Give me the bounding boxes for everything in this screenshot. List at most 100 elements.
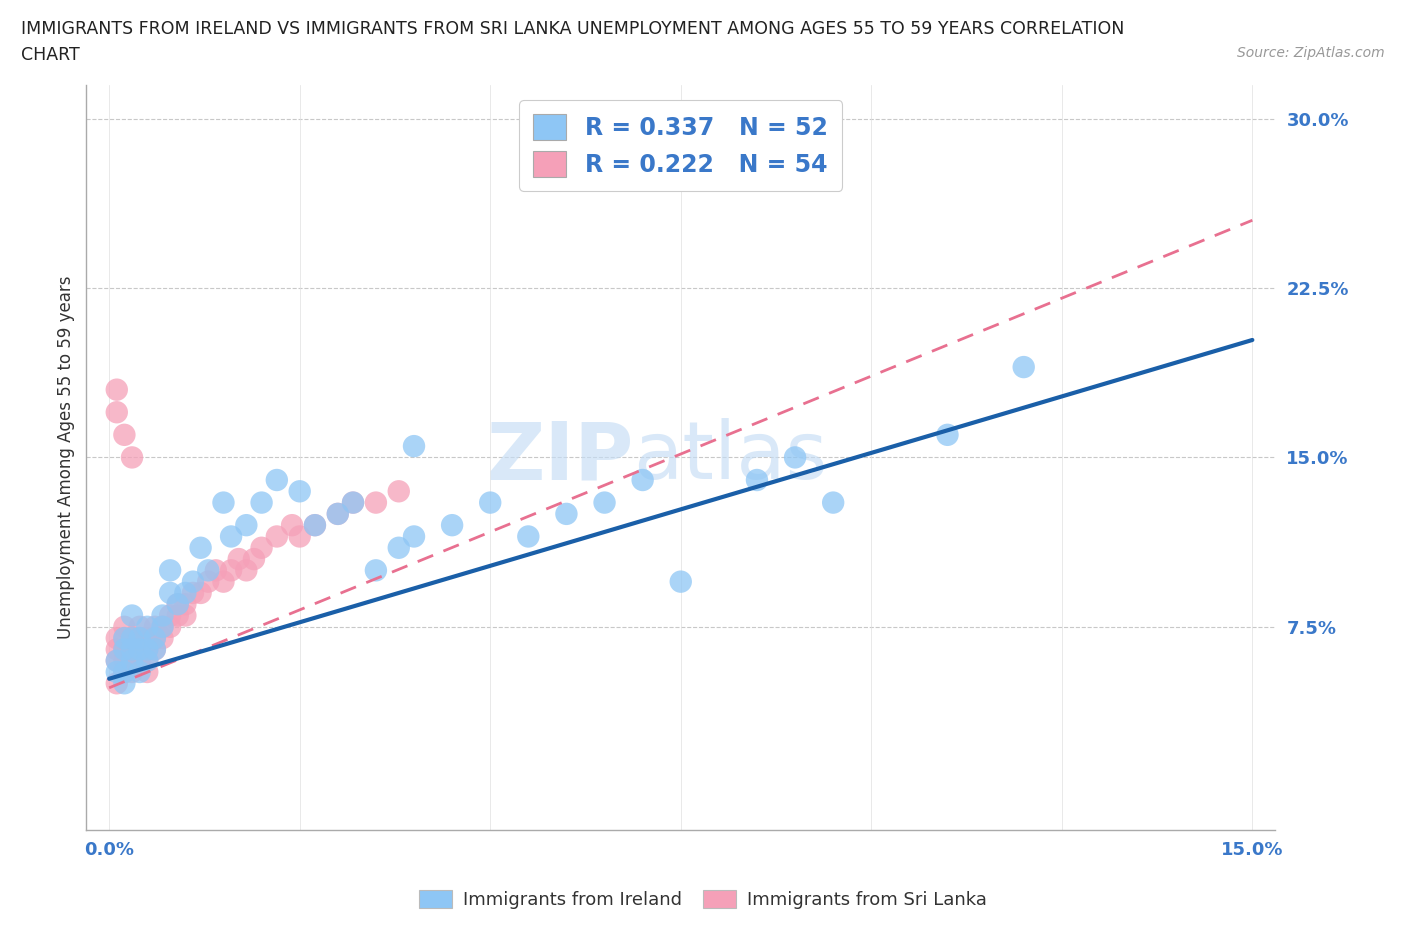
Point — [143, 631, 166, 645]
Point — [235, 563, 257, 578]
Point — [112, 665, 135, 680]
Point — [166, 597, 188, 612]
Point — [105, 382, 128, 397]
Point — [190, 586, 212, 601]
Point — [112, 619, 135, 634]
Point — [112, 631, 135, 645]
Point — [228, 551, 250, 566]
Point — [326, 507, 349, 522]
Point — [105, 405, 128, 419]
Point — [121, 450, 143, 465]
Point — [143, 642, 166, 657]
Point — [250, 495, 273, 510]
Point — [121, 631, 143, 645]
Point — [288, 529, 311, 544]
Point — [152, 631, 174, 645]
Point — [128, 653, 150, 668]
Point — [143, 619, 166, 634]
Point — [181, 574, 204, 589]
Point — [936, 428, 959, 443]
Point — [121, 642, 143, 657]
Point — [152, 608, 174, 623]
Point — [105, 665, 128, 680]
Text: atlas: atlas — [633, 418, 828, 497]
Point — [112, 428, 135, 443]
Point — [181, 586, 204, 601]
Text: IMMIGRANTS FROM IRELAND VS IMMIGRANTS FROM SRI LANKA UNEMPLOYMENT AMONG AGES 55 : IMMIGRANTS FROM IRELAND VS IMMIGRANTS FR… — [21, 20, 1125, 38]
Legend: Immigrants from Ireland, Immigrants from Sri Lanka: Immigrants from Ireland, Immigrants from… — [412, 884, 994, 916]
Point — [783, 450, 806, 465]
Point — [121, 665, 143, 680]
Point — [136, 665, 159, 680]
Point — [219, 563, 242, 578]
Point — [823, 495, 845, 510]
Point — [517, 529, 540, 544]
Point — [243, 551, 266, 566]
Point — [143, 642, 166, 657]
Point — [112, 676, 135, 691]
Point — [669, 574, 692, 589]
Point — [266, 472, 288, 487]
Point — [159, 619, 181, 634]
Point — [166, 608, 188, 623]
Point — [128, 665, 150, 680]
Text: CHART: CHART — [21, 46, 80, 64]
Point — [128, 631, 150, 645]
Point — [112, 631, 135, 645]
Point — [121, 653, 143, 668]
Point — [388, 540, 411, 555]
Point — [745, 472, 768, 487]
Legend: R = 0.337   N = 52, R = 0.222   N = 54: R = 0.337 N = 52, R = 0.222 N = 54 — [519, 100, 842, 191]
Point — [136, 653, 159, 668]
Point — [174, 608, 197, 623]
Point — [326, 507, 349, 522]
Point — [441, 518, 464, 533]
Point — [342, 495, 364, 510]
Point — [174, 586, 197, 601]
Point — [152, 619, 174, 634]
Point — [159, 608, 181, 623]
Point — [631, 472, 654, 487]
Point — [364, 563, 387, 578]
Point — [219, 529, 242, 544]
Point — [197, 563, 219, 578]
Point — [593, 495, 616, 510]
Point — [128, 642, 150, 657]
Point — [112, 642, 135, 657]
Point — [112, 665, 135, 680]
Point — [266, 529, 288, 544]
Point — [166, 597, 188, 612]
Point — [105, 676, 128, 691]
Point — [304, 518, 326, 533]
Point — [212, 495, 235, 510]
Point — [402, 529, 425, 544]
Point — [152, 619, 174, 634]
Point — [136, 619, 159, 634]
Point — [105, 642, 128, 657]
Point — [364, 495, 387, 510]
Point — [105, 631, 128, 645]
Text: ZIP: ZIP — [486, 418, 633, 497]
Point — [112, 642, 135, 657]
Point — [205, 563, 228, 578]
Text: Source: ZipAtlas.com: Source: ZipAtlas.com — [1237, 46, 1385, 60]
Point — [128, 619, 150, 634]
Point — [342, 495, 364, 510]
Point — [479, 495, 502, 510]
Point — [136, 653, 159, 668]
Point — [304, 518, 326, 533]
Point — [128, 631, 150, 645]
Point — [288, 484, 311, 498]
Point — [174, 597, 197, 612]
Point — [402, 439, 425, 454]
Point — [159, 586, 181, 601]
Point — [159, 563, 181, 578]
Point — [197, 574, 219, 589]
Point — [388, 484, 411, 498]
Point — [121, 631, 143, 645]
Point — [212, 574, 235, 589]
Point — [1012, 360, 1035, 375]
Point — [190, 540, 212, 555]
Point — [555, 507, 578, 522]
Point — [136, 642, 159, 657]
